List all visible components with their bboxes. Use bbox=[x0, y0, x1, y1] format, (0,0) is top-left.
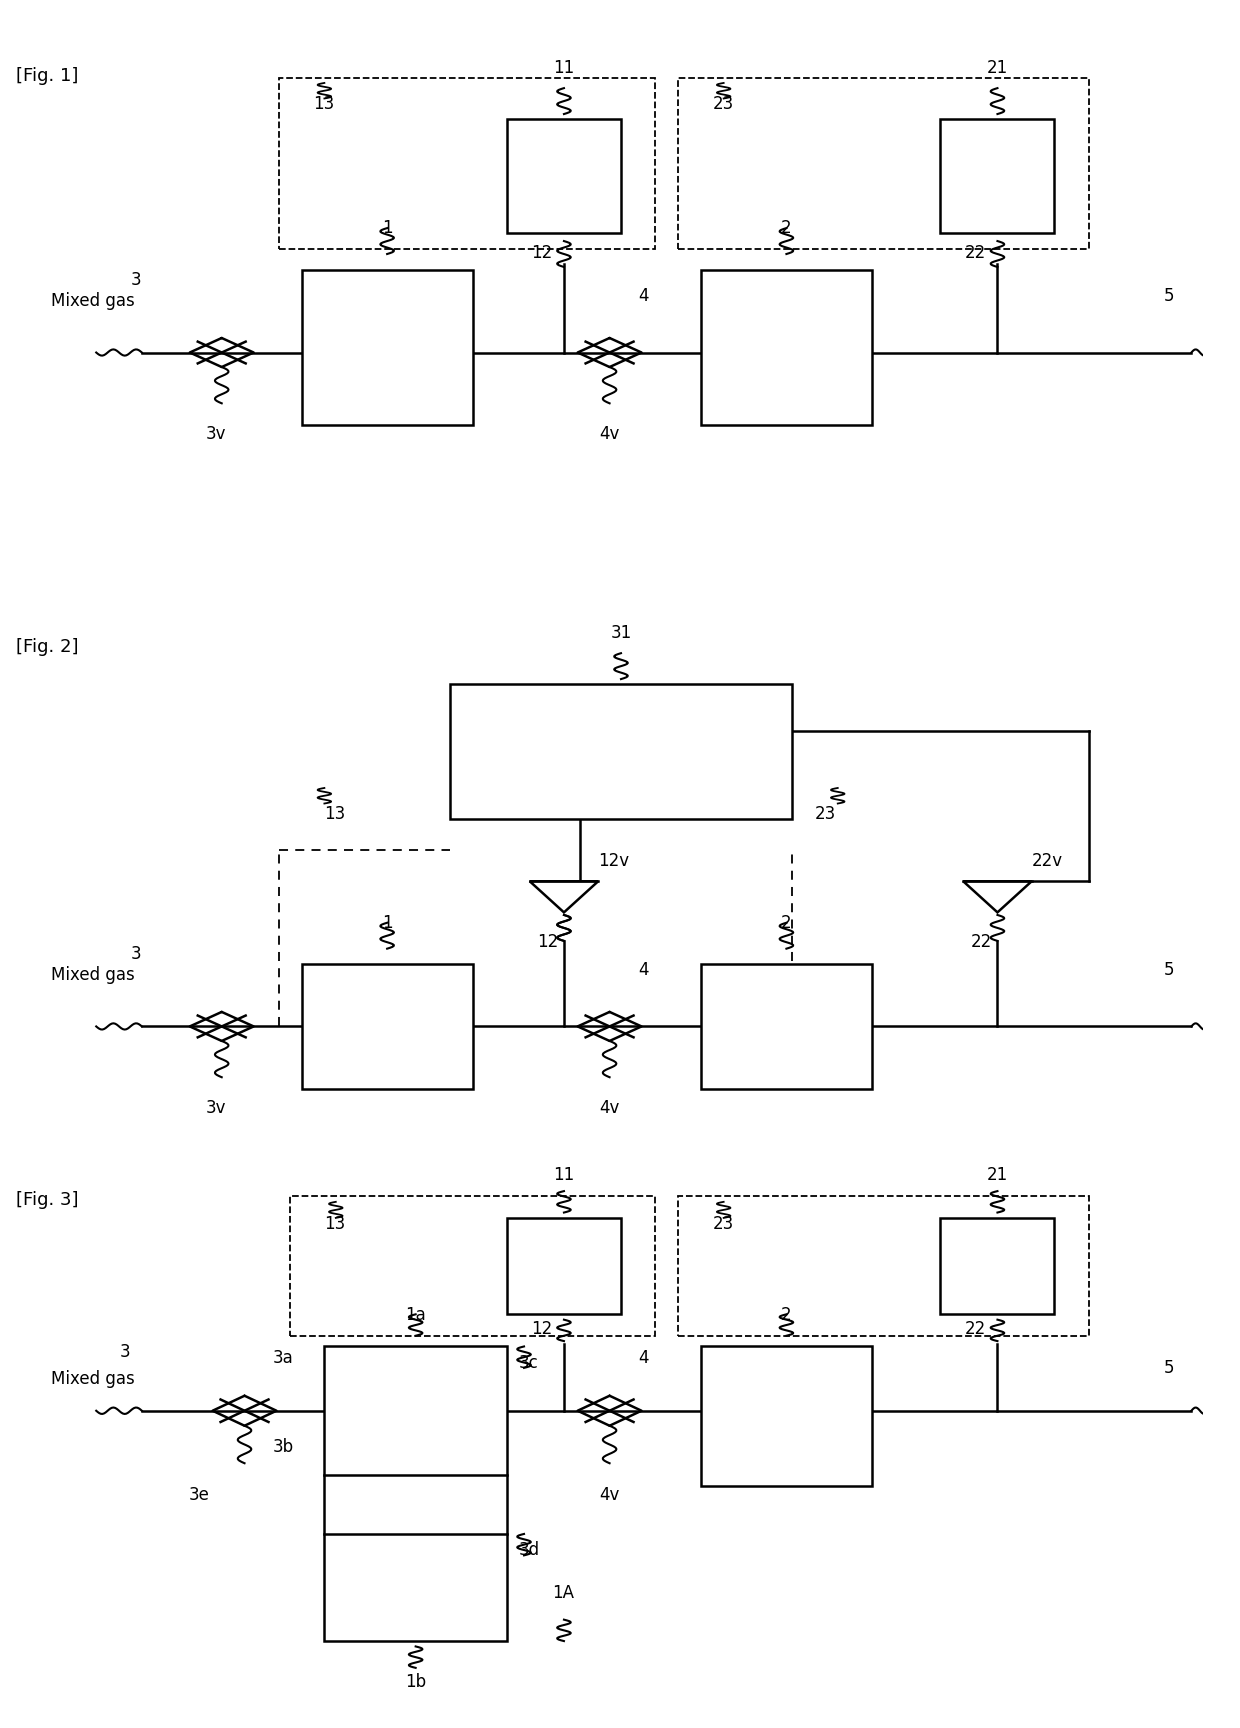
Text: 31: 31 bbox=[610, 624, 631, 641]
Text: 22: 22 bbox=[965, 1320, 986, 1337]
Text: 21: 21 bbox=[987, 59, 1008, 76]
Text: 5: 5 bbox=[1163, 287, 1174, 304]
Text: 2: 2 bbox=[781, 914, 791, 931]
Text: Mixed gas: Mixed gas bbox=[51, 966, 134, 983]
Text: 4v: 4v bbox=[599, 1486, 620, 1503]
Text: 2: 2 bbox=[781, 1306, 791, 1324]
Text: 11: 11 bbox=[553, 1166, 574, 1184]
Text: 3e: 3e bbox=[188, 1486, 210, 1503]
Text: 13: 13 bbox=[325, 805, 346, 823]
Text: 3v: 3v bbox=[206, 425, 226, 442]
Text: 1a: 1a bbox=[405, 1306, 427, 1324]
Text: 13: 13 bbox=[312, 95, 335, 112]
Polygon shape bbox=[963, 881, 1032, 912]
Bar bbox=[301, 964, 472, 1089]
Text: 1: 1 bbox=[382, 914, 392, 931]
Text: 22v: 22v bbox=[1032, 852, 1063, 869]
Text: 3a: 3a bbox=[273, 1348, 294, 1367]
Text: 4: 4 bbox=[639, 961, 649, 978]
Text: Mixed gas: Mixed gas bbox=[51, 292, 134, 309]
Text: [Fig. 2]: [Fig. 2] bbox=[16, 638, 79, 655]
Text: 2: 2 bbox=[781, 219, 791, 237]
Text: 21: 21 bbox=[987, 1166, 1008, 1184]
Text: 3v: 3v bbox=[206, 1099, 226, 1116]
Text: [Fig. 3]: [Fig. 3] bbox=[16, 1191, 79, 1210]
Bar bbox=[279, 78, 655, 249]
Text: 3: 3 bbox=[131, 271, 141, 289]
Bar bbox=[940, 119, 1054, 233]
Text: 4: 4 bbox=[639, 287, 649, 304]
Text: 4v: 4v bbox=[599, 425, 620, 442]
Text: 12: 12 bbox=[531, 244, 553, 261]
Bar bbox=[450, 684, 792, 819]
Text: 3: 3 bbox=[119, 1343, 130, 1362]
Text: 5: 5 bbox=[1163, 1360, 1174, 1377]
Text: Mixed gas: Mixed gas bbox=[51, 1370, 134, 1388]
Text: 12: 12 bbox=[531, 1320, 553, 1337]
Text: [Fig. 1]: [Fig. 1] bbox=[16, 67, 79, 85]
Text: 3b: 3b bbox=[273, 1438, 294, 1455]
Bar bbox=[701, 1346, 872, 1486]
Polygon shape bbox=[529, 881, 598, 912]
Text: 23: 23 bbox=[712, 95, 734, 112]
Text: 12: 12 bbox=[537, 933, 558, 950]
Text: 13: 13 bbox=[325, 1215, 346, 1232]
Text: 3: 3 bbox=[131, 945, 141, 962]
Bar bbox=[507, 1218, 621, 1315]
Bar bbox=[290, 1196, 655, 1336]
Bar bbox=[701, 964, 872, 1089]
Text: 5: 5 bbox=[1163, 961, 1174, 978]
Text: 4: 4 bbox=[639, 1348, 649, 1367]
Text: 12v: 12v bbox=[598, 852, 630, 869]
Text: 1: 1 bbox=[382, 219, 392, 237]
Text: 1b: 1b bbox=[405, 1673, 427, 1692]
Bar bbox=[678, 1196, 1089, 1336]
Bar bbox=[301, 270, 472, 425]
Text: 22: 22 bbox=[965, 244, 986, 261]
Text: 23: 23 bbox=[815, 805, 836, 823]
Text: 22: 22 bbox=[971, 933, 992, 950]
Text: 23: 23 bbox=[712, 1215, 734, 1232]
Bar bbox=[701, 270, 872, 425]
Bar bbox=[678, 78, 1089, 249]
Text: 1A: 1A bbox=[553, 1585, 574, 1602]
Bar bbox=[940, 1218, 1054, 1315]
Text: 11: 11 bbox=[553, 59, 574, 76]
Text: 3c: 3c bbox=[518, 1353, 538, 1372]
Text: 4v: 4v bbox=[599, 1099, 620, 1116]
Bar bbox=[325, 1346, 507, 1476]
Bar bbox=[507, 119, 621, 233]
Bar bbox=[325, 1534, 507, 1642]
Text: 3d: 3d bbox=[518, 1541, 539, 1559]
